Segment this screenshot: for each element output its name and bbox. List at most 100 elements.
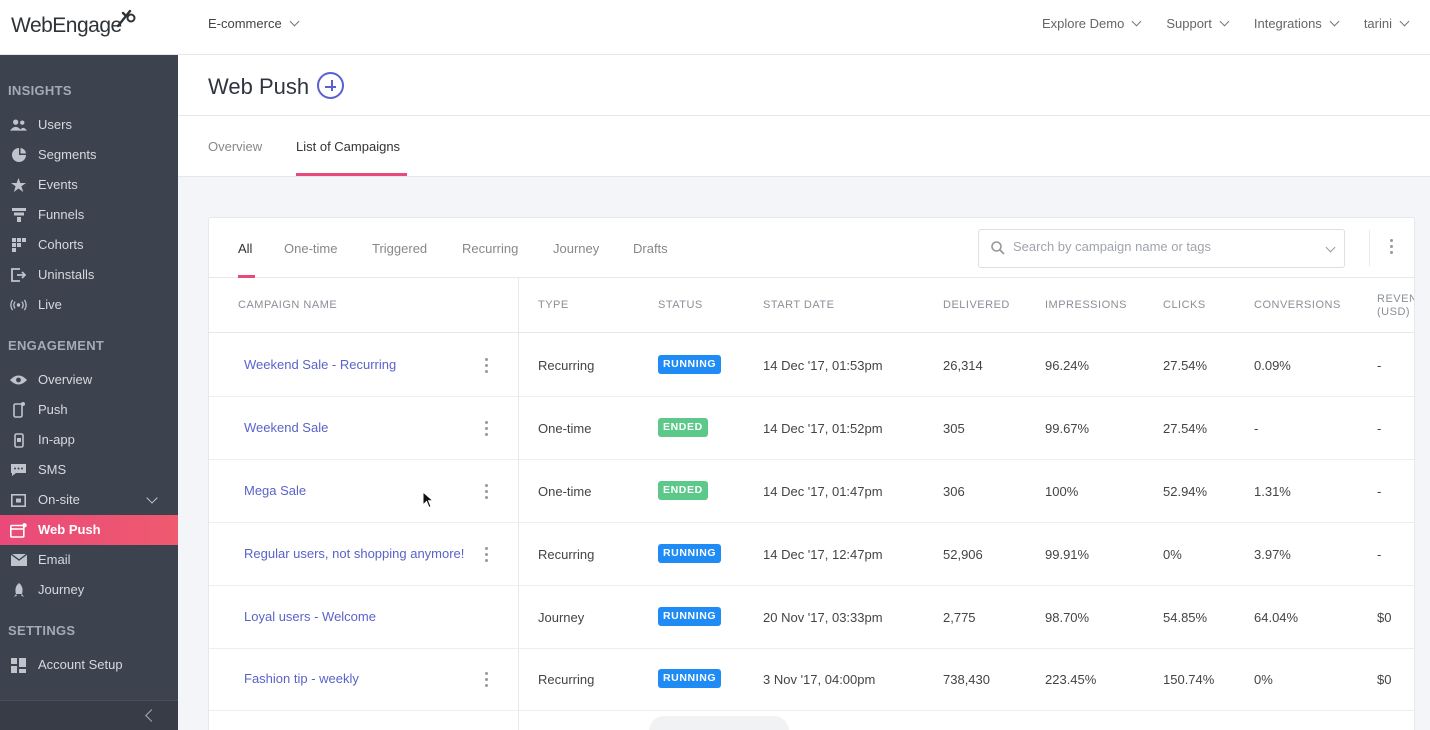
status-badge: RUNNING — [658, 544, 722, 563]
funnel-icon — [10, 207, 27, 223]
sidebar-item-journey[interactable]: Journey — [0, 575, 178, 605]
col-start-date[interactable]: START DATE — [763, 299, 835, 311]
row-menu-icon[interactable] — [483, 672, 489, 688]
table-row[interactable]: Loyal users - Welcome RUNNING Journey 20 No… — [209, 586, 1414, 649]
filter-one-time[interactable]: One-time — [284, 241, 338, 256]
collapse-sidebar-icon[interactable] — [145, 709, 158, 722]
more-options-icon[interactable] — [1390, 239, 1393, 257]
status-badge: RUNNING — [658, 669, 722, 688]
col-revenue-line2: (USD) — [1377, 306, 1411, 318]
sidebar-item-cohorts[interactable]: Cohorts — [0, 230, 178, 260]
webengage-logo[interactable]: WebEngage — [11, 8, 141, 42]
conversions-cell: 64.04% — [1254, 610, 1299, 625]
campaign-name-link[interactable]: Mega Sale — [244, 483, 307, 498]
add-campaign-button[interactable] — [317, 72, 344, 99]
revenue-cell: $0 — [1377, 610, 1392, 625]
tab-overview[interactable]: Overview — [208, 139, 263, 154]
support-menu[interactable]: Support — [1166, 16, 1230, 31]
search-icon — [991, 241, 1005, 255]
table-row[interactable]: Regular users, not shopping anymore! RUNN… — [209, 523, 1414, 586]
page-tabs: Overview List of Campaigns — [178, 116, 1430, 177]
sidebar-item-label: SMS — [38, 462, 67, 477]
sidebar-item-web-push[interactable]: Web Push — [0, 515, 178, 545]
revenue-cell: - — [1377, 547, 1382, 562]
integrations-label: Integrations — [1253, 16, 1322, 31]
col-status[interactable]: STATUS — [658, 299, 703, 311]
sidebar-item-live[interactable]: Live — [0, 290, 178, 320]
filter-recurring[interactable]: Recurring — [462, 241, 519, 256]
sidebar-item-label: Funnels — [38, 207, 85, 222]
sidebar-item-account-setup[interactable]: Account Setup — [0, 650, 178, 680]
table-row[interactable]: Weekend Sale ENDED One-time 14 Dec '17, 01:… — [209, 397, 1414, 460]
logo-text: WebEngage — [11, 14, 122, 37]
sidebar-item-label: Journey — [38, 582, 85, 597]
campaign-name-link[interactable]: Weekend Sale - Recurring — [244, 357, 397, 372]
delivered-cell: 26,314 — [943, 358, 983, 373]
start-date-cell: 3 Nov '17, 04:00pm — [763, 672, 876, 687]
filter-triggered[interactable]: Triggered — [372, 241, 428, 256]
type-cell: Recurring — [538, 672, 595, 687]
chevron-down-icon[interactable] — [1325, 242, 1336, 253]
mouse-cursor-icon — [422, 491, 434, 509]
col-conversions[interactable]: CONVERSIONS — [1254, 299, 1341, 311]
col-clicks[interactable]: CLICKS — [1163, 299, 1206, 311]
campaign-name-link[interactable]: Weekend Sale — [244, 420, 329, 435]
search-input[interactable] — [1013, 239, 1313, 254]
sidebar-item-label: Events — [38, 177, 78, 192]
sidebar-item-events[interactable]: Events — [0, 170, 178, 200]
table-row[interactable]: Fashion tip - weekly RUNNING Recurring 3 No… — [209, 648, 1414, 711]
col-impressions[interactable]: IMPRESSIONS — [1045, 299, 1127, 311]
campaign-name-link[interactable]: Fashion tip - weekly — [244, 671, 359, 686]
col-campaign-name[interactable]: CAMPAIGN NAME — [238, 299, 338, 311]
sidebar-item-uninstalls[interactable]: Uninstalls — [0, 260, 178, 290]
chevron-down-icon — [1329, 16, 1340, 27]
sidebar-item-on-site[interactable]: On-site — [0, 485, 178, 515]
sidebar-item-segments[interactable]: Segments — [0, 140, 178, 170]
sidebar-item-funnels[interactable]: Funnels — [0, 200, 178, 230]
explore-demo-menu[interactable]: Explore Demo — [1042, 16, 1142, 31]
campaign-name-link[interactable]: Regular users, not shopping anymore! — [244, 546, 465, 561]
sidebar-item-email[interactable]: Email — [0, 545, 178, 575]
support-label: Support — [1166, 16, 1212, 31]
eye-icon — [10, 372, 27, 388]
integrations-menu[interactable]: Integrations — [1253, 16, 1340, 31]
project-name: E-commerce — [208, 16, 282, 31]
sidebar-item-sms[interactable]: SMS — [0, 455, 178, 485]
sidebar-item-label: Uninstalls — [38, 267, 95, 282]
row-menu-icon[interactable] — [483, 358, 489, 374]
filter-all[interactable]: All — [238, 241, 253, 256]
sidebar-item-label: Push — [38, 402, 68, 417]
table-header: CAMPAIGN NAME TYPE STATUS START DATE DEL… — [209, 278, 1414, 333]
project-selector[interactable]: E-commerce — [208, 16, 300, 31]
sidebar-item-overview[interactable]: Overview — [0, 365, 178, 395]
col-revenue[interactable]: REVEN (USD) — [1377, 293, 1414, 319]
row-menu-icon[interactable] — [483, 421, 489, 437]
filter-drafts[interactable]: Drafts — [633, 241, 668, 256]
campaign-name-link[interactable]: Loyal users - Welcome — [244, 609, 376, 624]
user-menu[interactable]: tarini — [1364, 16, 1410, 31]
table-row[interactable]: Weekend Sale - Recurring RUNNING Recurring… — [209, 334, 1414, 397]
page-title: Web Push — [208, 74, 310, 99]
col-type[interactable]: TYPE — [538, 299, 569, 311]
table-row[interactable]: Mega Sale ENDED One-time 14 Dec '17, 01:47p… — [209, 460, 1414, 523]
conversions-cell: 0% — [1254, 672, 1273, 687]
start-date-cell: 14 Dec '17, 12:47pm — [763, 547, 883, 562]
chevron-down-icon[interactable] — [146, 492, 158, 504]
row-menu-icon[interactable] — [483, 484, 489, 500]
clicks-cell: 0% — [1163, 547, 1182, 562]
clicks-cell: 150.74% — [1163, 672, 1215, 687]
sidebar-item-users[interactable]: Users — [0, 110, 178, 140]
col-delivered[interactable]: DELIVERED — [943, 299, 1010, 311]
filter-journey[interactable]: Journey — [553, 241, 600, 256]
sidebar-item-in-app[interactable]: In-app — [0, 425, 178, 455]
rocket-icon — [10, 582, 27, 598]
sidebar-item-label: Account Setup — [38, 657, 123, 672]
row-menu-icon[interactable] — [483, 547, 489, 563]
tab-list-of-campaigns[interactable]: List of Campaigns — [296, 139, 401, 154]
impressions-cell: 99.91% — [1045, 547, 1090, 562]
campaign-search[interactable] — [978, 229, 1345, 268]
divider — [1369, 230, 1370, 266]
start-date-cell: 14 Dec '17, 01:47pm — [763, 484, 883, 499]
sidebar-item-push[interactable]: Push — [0, 395, 178, 425]
type-cell: Recurring — [538, 547, 595, 562]
